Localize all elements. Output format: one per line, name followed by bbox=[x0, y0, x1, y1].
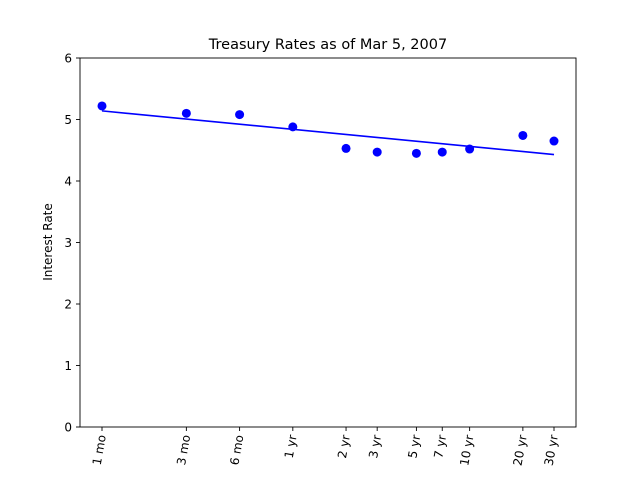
x-tick-label: 10 yr bbox=[457, 434, 476, 467]
y-tick-label: 6 bbox=[64, 52, 72, 66]
plot-frame bbox=[79, 57, 577, 428]
data-point bbox=[518, 130, 528, 140]
chart-title: Treasury Rates as of Mar 5, 2007 bbox=[208, 37, 447, 53]
y-tick-label: 2 bbox=[64, 298, 72, 312]
data-point bbox=[97, 101, 107, 111]
x-tick-label: 2 yr bbox=[335, 434, 353, 460]
y-tick-label: 1 bbox=[64, 359, 72, 373]
x-tick-label: 30 yr bbox=[542, 434, 561, 467]
data-point bbox=[341, 143, 351, 153]
x-tick-label: 1 mo bbox=[90, 434, 109, 466]
y-tick-label: 3 bbox=[64, 236, 72, 250]
plot-area: 0 1 2 3 4 5 6 1 mo 3 mo 6 mo 1 yr 2 yr 3 yr 5 yr 7 yr 1… bbox=[64, 52, 561, 467]
data-point bbox=[465, 144, 475, 154]
y-tick-label: 0 bbox=[64, 421, 72, 435]
x-tick-label: 7 yr bbox=[431, 434, 449, 460]
y-tick-label: 4 bbox=[64, 175, 72, 189]
y-tick-label: 5 bbox=[64, 113, 72, 127]
data-point bbox=[288, 122, 298, 132]
data-point bbox=[437, 147, 447, 157]
x-tick-label: 20 yr bbox=[511, 434, 530, 467]
x-tick-label: 3 mo bbox=[174, 434, 193, 466]
x-tick-label: 5 yr bbox=[405, 434, 423, 460]
data-point bbox=[549, 136, 559, 146]
x-tick-label: 1 yr bbox=[282, 434, 300, 460]
trend-line bbox=[101, 110, 555, 156]
data-point bbox=[411, 148, 421, 158]
x-tick-label: 6 mo bbox=[227, 434, 246, 466]
y-axis-label: Interest Rate bbox=[41, 203, 55, 281]
data-point bbox=[372, 147, 382, 157]
x-tick-label: 3 yr bbox=[366, 434, 384, 460]
data-point bbox=[181, 108, 191, 118]
data-point bbox=[235, 110, 245, 120]
